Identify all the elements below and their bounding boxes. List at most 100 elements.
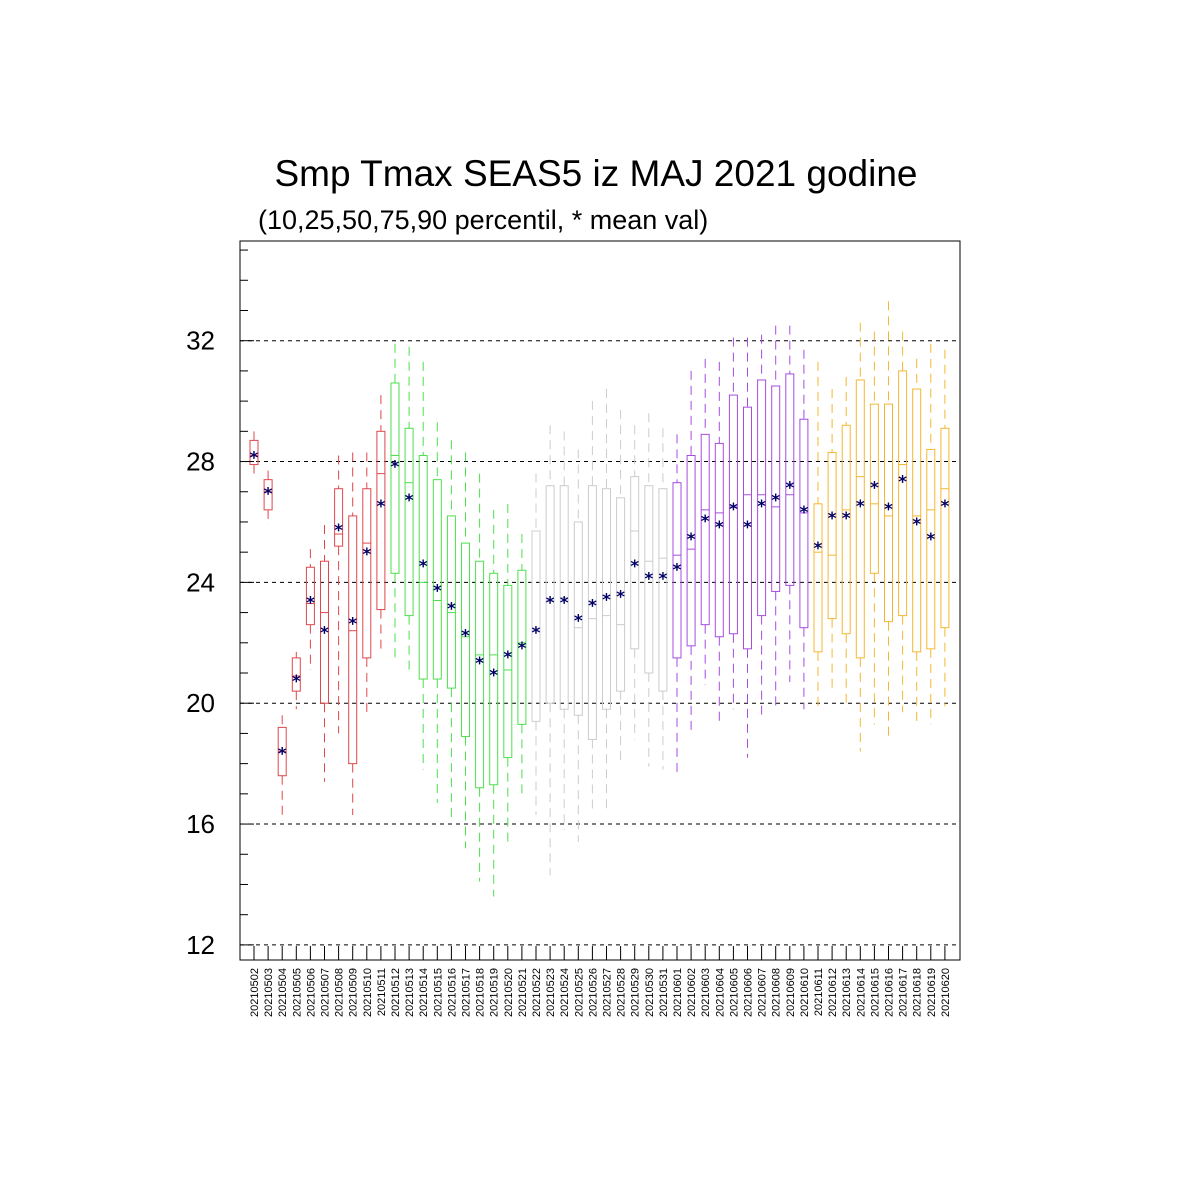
x-tick-label: 20210522 <box>531 968 543 1017</box>
x-tick-label: 20210515 <box>432 968 444 1017</box>
iqr-box <box>517 569 527 725</box>
x-tick-label: 20210518 <box>475 968 487 1017</box>
mean-marker: * <box>701 512 710 532</box>
box-20210523: * <box>545 425 555 876</box>
x-tick-label: 20210509 <box>348 968 360 1017</box>
x-tick-label: 20210610 <box>799 968 811 1017</box>
iqr-box <box>446 515 456 689</box>
mean-marker: * <box>785 479 794 499</box>
box-20210603: * <box>700 358 710 686</box>
mean-marker: * <box>814 539 823 559</box>
x-tick-label: 20210519 <box>489 968 501 1017</box>
mean-marker: * <box>250 448 259 468</box>
mean-marker: * <box>391 458 400 478</box>
x-tick-label: 20210619 <box>926 968 938 1017</box>
x-tick-label: 20210620 <box>940 968 952 1017</box>
box-20210531: * <box>658 428 667 770</box>
x-tick-label: 20210523 <box>545 968 557 1017</box>
iqr-box <box>869 403 879 574</box>
box-20210616: * <box>884 301 893 740</box>
x-tick-label: 20210511 <box>376 968 388 1016</box>
grid-lines <box>240 340 960 946</box>
x-tick-label: 20210514 <box>418 968 430 1017</box>
y-tick-label: 28 <box>186 447 215 477</box>
box-20210613: * <box>841 376 851 710</box>
iqr-box <box>503 584 513 759</box>
mean-marker: * <box>560 594 569 614</box>
mean-marker: * <box>799 503 808 523</box>
box-20210502: * <box>249 431 259 477</box>
mean-marker: * <box>616 587 625 607</box>
iqr-box <box>489 572 499 786</box>
box-20210615: * <box>869 331 879 725</box>
mean-marker: * <box>884 500 893 520</box>
box-20210529: * <box>630 425 639 740</box>
iqr-box <box>644 485 654 674</box>
box-20210602: * <box>686 370 696 734</box>
iqr-box <box>404 427 414 617</box>
mean-marker: * <box>644 569 653 589</box>
iqr-box <box>461 542 470 737</box>
x-tick-label: 20210531 <box>658 968 670 1017</box>
x-tick-label: 20210524 <box>559 968 571 1017</box>
box-20210517: * <box>461 452 470 849</box>
x-tick-label: 20210605 <box>728 968 740 1017</box>
box-20210604: * <box>714 361 724 725</box>
box-20210606: * <box>743 337 752 758</box>
x-tick-label: 20210609 <box>785 968 797 1017</box>
box-20210614: * <box>855 322 865 752</box>
iqr-box <box>362 488 372 659</box>
iqr-box <box>799 418 809 629</box>
plot-frame <box>239 240 961 961</box>
chart-subtitle: (10,25,50,75,90 percentil, * mean val) <box>258 205 708 235</box>
box-20210518: * <box>475 473 484 882</box>
x-tick-label: 20210517 <box>461 968 473 1017</box>
x-tick-label: 20210604 <box>714 968 726 1017</box>
x-tick-label: 20210513 <box>404 968 416 1017</box>
x-tick-label: 20210617 <box>898 968 910 1017</box>
iqr-box <box>757 379 767 617</box>
iqr-box <box>855 379 865 659</box>
x-tick-label: 20210615 <box>869 968 881 1017</box>
x-tick-label: 20210601 <box>672 968 684 1017</box>
y-tick-label: 32 <box>186 326 215 356</box>
x-tick-label: 20210504 <box>277 968 289 1017</box>
x-tick-label: 20210608 <box>771 968 783 1017</box>
mean-marker: * <box>687 530 696 550</box>
iqr-box <box>305 566 315 626</box>
x-tick-label: 20210530 <box>644 968 656 1017</box>
box-20210509: * <box>348 452 357 815</box>
box-20210608: * <box>771 325 780 710</box>
x-tick-label: 20210512 <box>390 968 402 1017</box>
box-20210617: * <box>898 331 907 713</box>
mean-marker: * <box>348 615 357 635</box>
mean-marker: * <box>306 594 315 614</box>
x-tick-label: 20210528 <box>616 968 628 1017</box>
mean-marker: * <box>588 597 597 617</box>
box-20210503: * <box>263 470 273 525</box>
iqr-box <box>940 427 950 629</box>
mean-marker: * <box>405 491 414 511</box>
mean-marker: * <box>461 627 470 647</box>
x-tick-label: 20210603 <box>700 968 712 1017</box>
x-tick-label: 20210510 <box>362 968 374 1017</box>
box-20210609: * <box>785 325 794 683</box>
box-20210516: * <box>446 440 456 819</box>
mean-marker: * <box>546 594 555 614</box>
box-20210507: * <box>320 524 329 782</box>
iqr-box <box>334 488 344 547</box>
iqr-box <box>531 530 541 722</box>
box-20210526: * <box>587 401 597 812</box>
iqr-box <box>827 451 837 620</box>
mean-marker: * <box>673 560 682 580</box>
x-tick-label: 20210602 <box>686 968 698 1017</box>
mean-marker: * <box>517 639 526 659</box>
iqr-box <box>390 382 400 574</box>
x-tick-label: 20210516 <box>446 968 458 1017</box>
iqr-box <box>376 430 386 611</box>
iqr-box <box>912 388 922 653</box>
box-20210605: * <box>728 337 738 710</box>
mean-marker: * <box>433 581 442 601</box>
